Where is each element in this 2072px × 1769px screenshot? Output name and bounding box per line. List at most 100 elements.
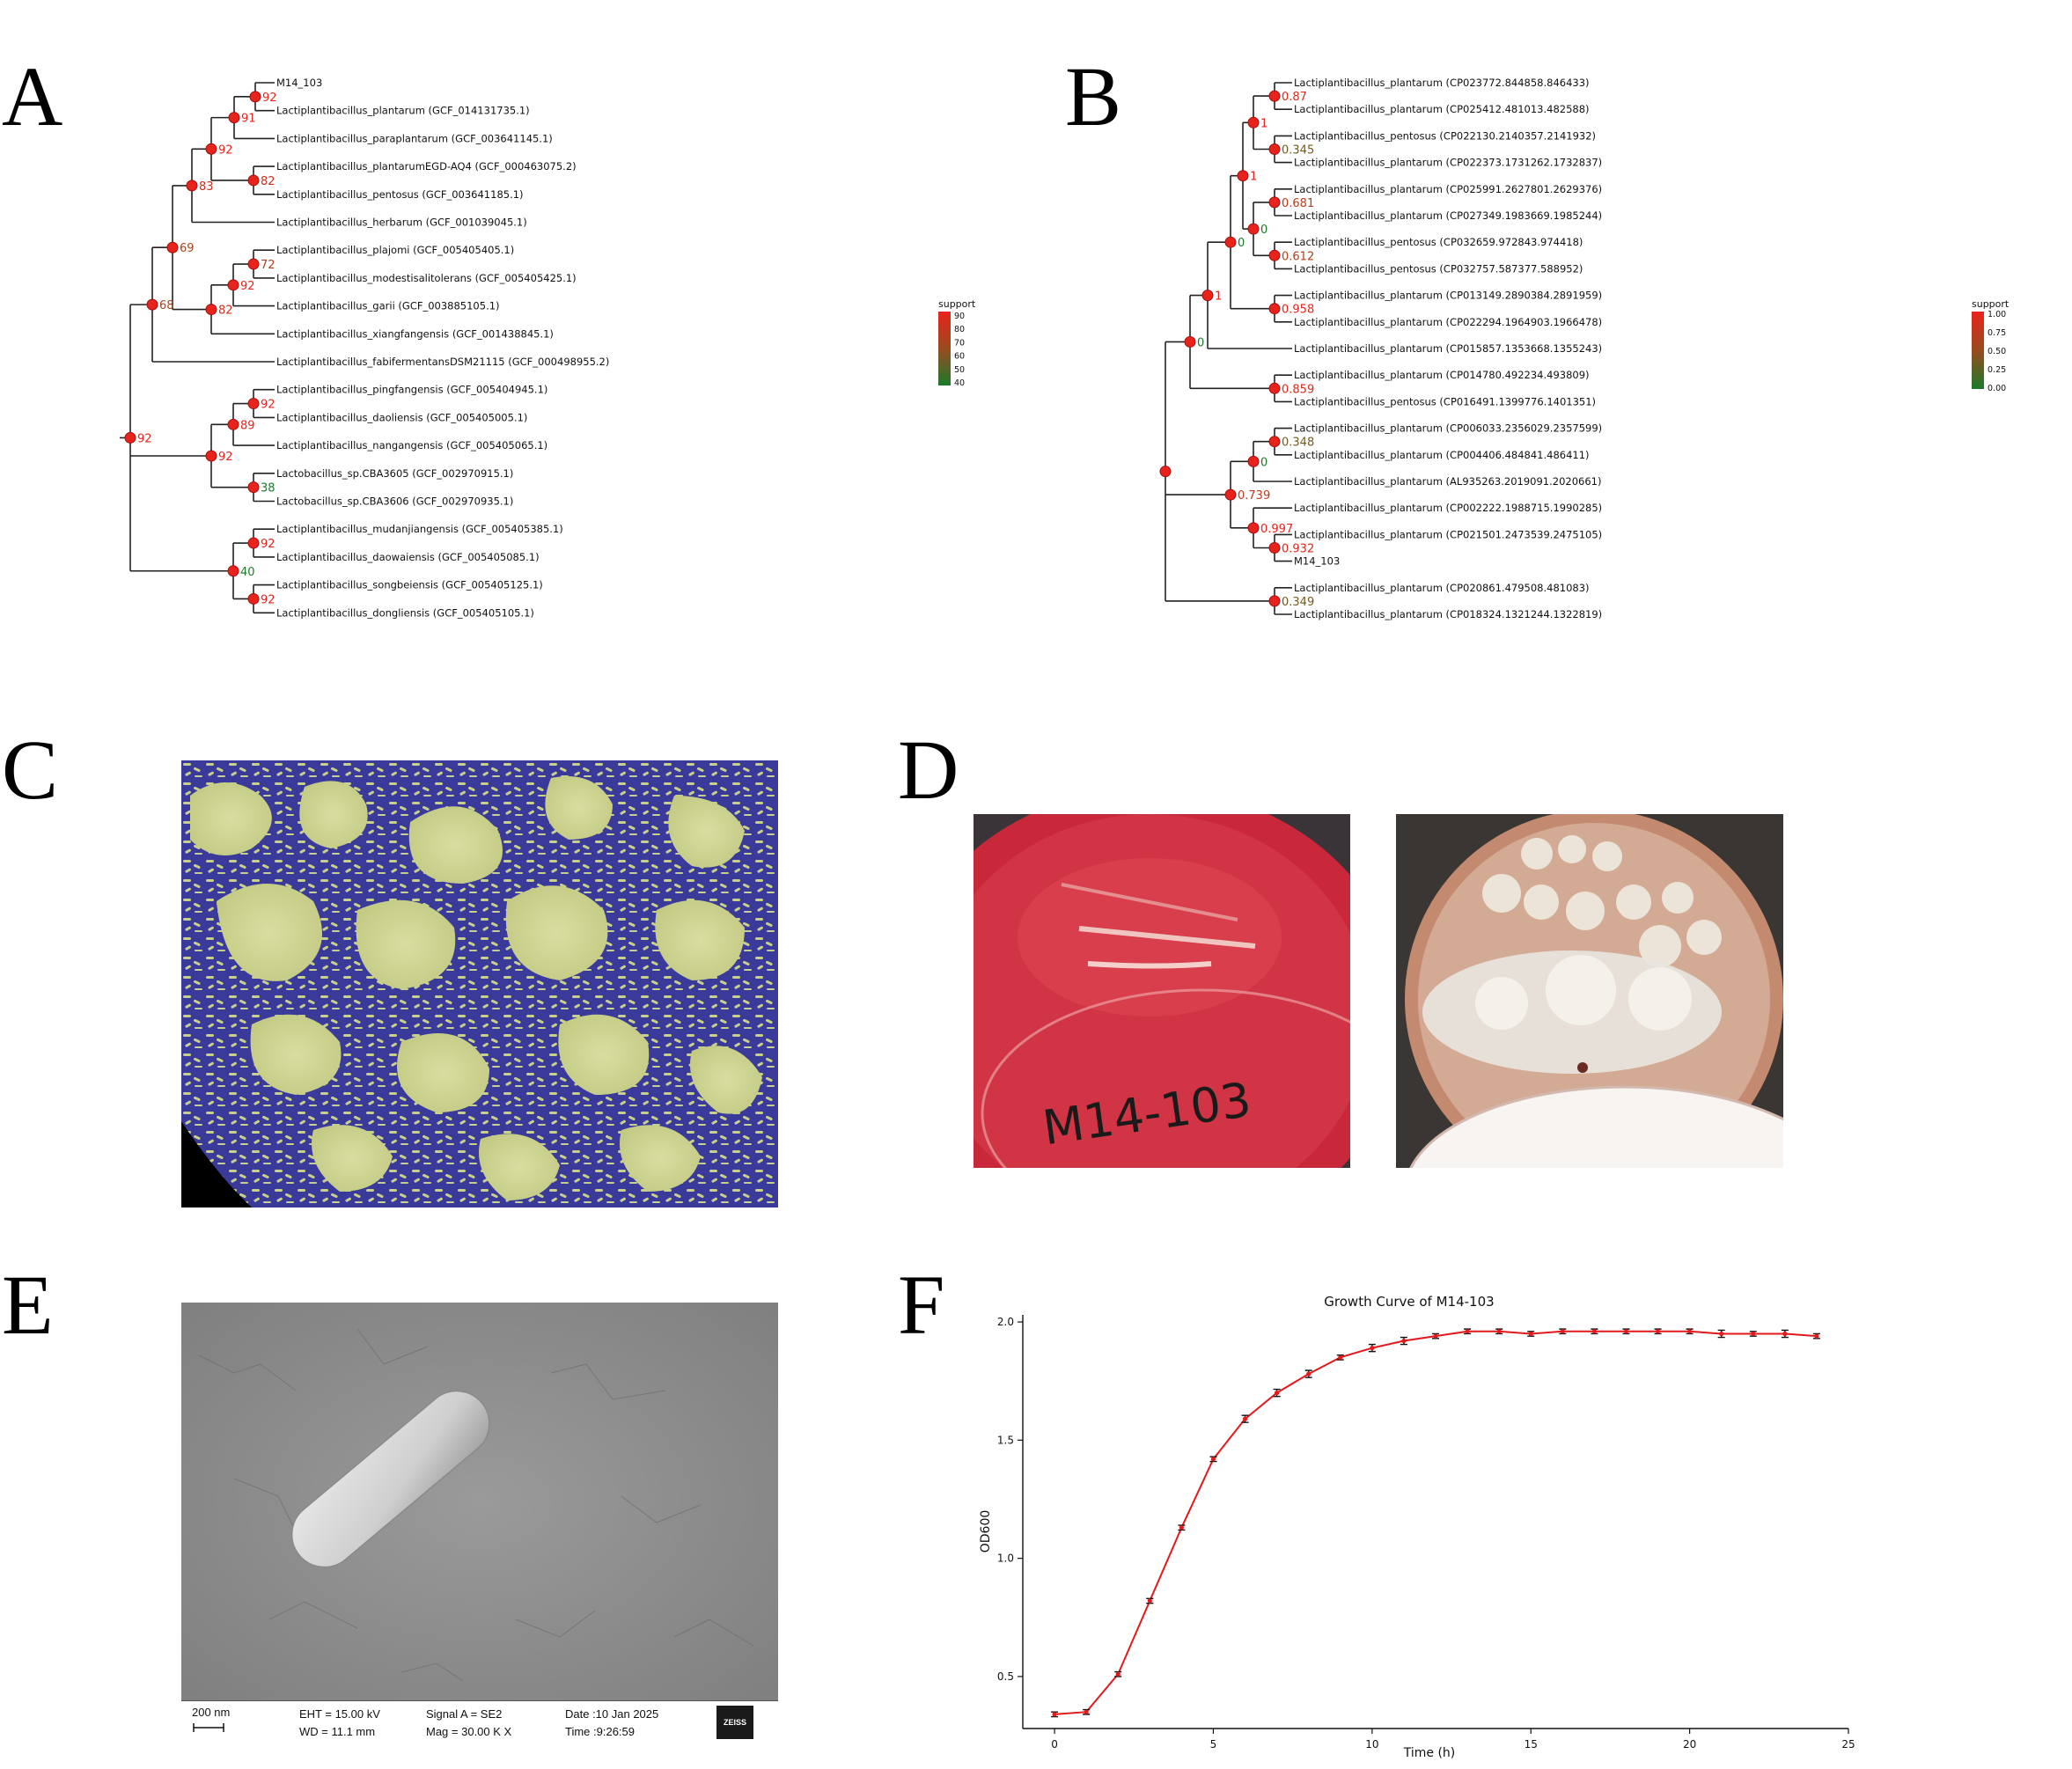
tree-b-tip-label: M14_103	[1294, 555, 1340, 568]
support-legend-a: support 90 80 70 60 50 40	[938, 298, 976, 388]
tree-b-tip-label: Lactiplantibacillus_plantarum (CP013149.…	[1294, 290, 1602, 302]
tree-a-node-marker	[227, 279, 239, 291]
tree-b-node-marker	[1268, 303, 1281, 315]
tree-b-node-marker	[1268, 542, 1281, 554]
tree-b-tip-label: Lactiplantibacillus_plantarum (CP023772.…	[1294, 77, 1590, 89]
tree-b-support-label: 0	[1238, 237, 1245, 250]
growth-data-point	[1623, 1329, 1629, 1334]
panel-label-e: E	[2, 1258, 54, 1352]
tree-b-support-label: 0.87	[1282, 91, 1307, 104]
growth-data-point	[1275, 1391, 1280, 1396]
tree-a-node-marker	[205, 143, 217, 155]
tree-a-tip-label: Lactiplantibacillus_plantarumEGD-AQ4 (GC…	[276, 160, 577, 172]
tree-b-node-marker	[1247, 522, 1260, 534]
legend-a-tick: 80	[954, 325, 965, 334]
tree-b-support-label: 0.681	[1282, 197, 1314, 210]
tree-a-support-label: 92	[261, 399, 276, 412]
tree-a-node-marker	[249, 91, 261, 103]
tree-b-support-label: 0.348	[1282, 437, 1314, 450]
tree-a-support-label: 92	[218, 143, 233, 157]
tree-a-tip-label: Lactiplantibacillus_pingfangensis (GCF_0…	[276, 384, 547, 396]
legend-a-tick: 50	[954, 365, 965, 375]
tree-b-tip-label: Lactiplantibacillus_plantarum (CP006033.…	[1294, 422, 1602, 435]
tree-a-tip-label: Lactiplantibacillus_plajomi (GCF_0054054…	[276, 244, 514, 256]
tree-b-tip-label: Lactiplantibacillus_pentosus (CP032659.9…	[1294, 236, 1583, 248]
tree-a-node-marker	[247, 481, 260, 494]
tree-a-support-label: 91	[241, 113, 256, 126]
tree-a-tip-label: Lactiplantibacillus_paraplantarum (GCF_0…	[276, 132, 553, 144]
growth-data-point	[1306, 1371, 1312, 1376]
growth-data-point	[1084, 1709, 1089, 1714]
tree-b-support-label: 0.859	[1282, 383, 1314, 396]
tree-b-node-marker	[1268, 196, 1281, 209]
tree-a-node-marker	[247, 258, 260, 270]
tree-a-support-label: 92	[261, 538, 276, 551]
tree-b-support-label: 0.739	[1238, 489, 1270, 503]
tree-a-tip-label: Lactiplantibacillus_fabifermentansDSM211…	[276, 356, 609, 368]
tree-b-support-label: 0	[1260, 456, 1267, 469]
growth-data-point	[1210, 1457, 1216, 1462]
y-tick-label: 2.0	[997, 1316, 1014, 1328]
legend-b-tick: 0.50	[1988, 347, 2006, 356]
legend-b-tick: 1.00	[1988, 310, 2006, 319]
growth-data-point	[1401, 1338, 1407, 1344]
tree-b-support-label: 0	[1260, 224, 1267, 237]
tree-a-node-marker	[205, 304, 217, 316]
tree-b-support-label: 0.345	[1282, 144, 1314, 158]
sem-mag: Mag = 30.00 K X	[426, 1725, 512, 1738]
panel-label-f: F	[898, 1258, 945, 1352]
tree-a-node-marker	[146, 298, 158, 311]
growth-data-point	[1751, 1331, 1756, 1337]
tree-a-tip-label: Lactobacillus_sp.CBA3605 (GCF_002970915.…	[276, 467, 513, 480]
tree-a-support-label: 38	[261, 482, 276, 495]
y-tick-label: 1.5	[997, 1434, 1014, 1446]
tree-b-node-marker	[1268, 143, 1281, 155]
tree-a-node-marker	[205, 450, 217, 462]
growth-data-point	[1814, 1333, 1819, 1339]
tree-b-tip-label: Lactiplantibacillus_plantarum (CP015857.…	[1294, 342, 1602, 355]
blood-agar-plate-photo: M14-103	[974, 814, 1350, 1168]
tree-a-tip-label: Lactiplantibacillus_garii (GCF_003885105…	[276, 300, 500, 312]
growth-data-point	[1179, 1525, 1184, 1530]
chart-title: Growth Curve of M14-103	[1324, 1294, 1494, 1310]
tree-b-tip-label: Lactiplantibacillus_plantarum (CP020861.…	[1294, 582, 1590, 594]
tree-b-tip-label: Lactiplantibacillus_pentosus (CP022130.2…	[1294, 129, 1596, 142]
tree-a-support-label: 82	[218, 305, 233, 318]
growth-data-point	[1147, 1598, 1152, 1604]
tree-b-tip-label: Lactiplantibacillus_plantarum (CP022294.…	[1294, 316, 1602, 328]
x-axis-label: Time (h)	[1403, 1746, 1456, 1760]
zeiss-logo: ZEISS	[716, 1706, 753, 1739]
growth-data-point	[1719, 1331, 1724, 1337]
tree-a-support-label: 72	[261, 259, 276, 272]
tree-b-root-marker	[1159, 466, 1172, 478]
tree-a-support-label: 92	[218, 451, 233, 464]
growth-data-point	[1591, 1329, 1597, 1334]
tree-a-tip-label: Lactiplantibacillus_herbarum (GCF_001039…	[276, 217, 527, 229]
x-tick-label: 5	[1210, 1738, 1217, 1751]
tree-a-support-label: 89	[240, 419, 255, 432]
tree-a-tip-label: Lactiplantibacillus_xiangfangensis (GCF_…	[276, 327, 554, 340]
growth-data-point	[1655, 1329, 1661, 1334]
tree-b-tip-label: Lactiplantibacillus_plantarum (CP002222.…	[1294, 502, 1602, 514]
tree-b-support-label: 0.612	[1282, 250, 1314, 263]
legend-a-tick: 60	[954, 352, 965, 362]
tree-b-support-label: 0.958	[1282, 304, 1314, 317]
tree-b-node-marker	[1237, 170, 1249, 182]
sem-scale-label: 200 nm	[192, 1706, 231, 1719]
tree-b-tip-label: Lactiplantibacillus_plantarum (CP027349.…	[1294, 209, 1602, 222]
phylogenetic-tree-a: M14_103 Lactiplantibacillus_plantarum (GC…	[120, 77, 609, 619]
sem-signal: Signal A = SE2	[426, 1707, 503, 1721]
sem-wd: WD = 11.1 mm	[299, 1725, 376, 1738]
tree-b-tip-label: Lactiplantibacillus_plantarum (AL935263.…	[1294, 475, 1601, 488]
tree-b-node-marker	[1268, 90, 1281, 102]
growth-curve-line	[1054, 1330, 1817, 1715]
sem-scale-bar	[193, 1723, 224, 1732]
tree-b-node-marker	[1247, 116, 1260, 128]
sem-date: Date :10 Jan 2025	[565, 1707, 659, 1721]
panel-label-d: D	[898, 723, 959, 817]
tree-b-tip-label: Lactiplantibacillus_plantarum (CP014780.…	[1294, 369, 1590, 381]
tree-a-support-label: 68	[159, 299, 174, 312]
tree-b-tip-label: Lactiplantibacillus_pentosus (CP032757.5…	[1294, 262, 1583, 275]
legend-b-tick: 0.25	[1988, 365, 2006, 375]
tree-a-support-label: 92	[137, 432, 152, 445]
